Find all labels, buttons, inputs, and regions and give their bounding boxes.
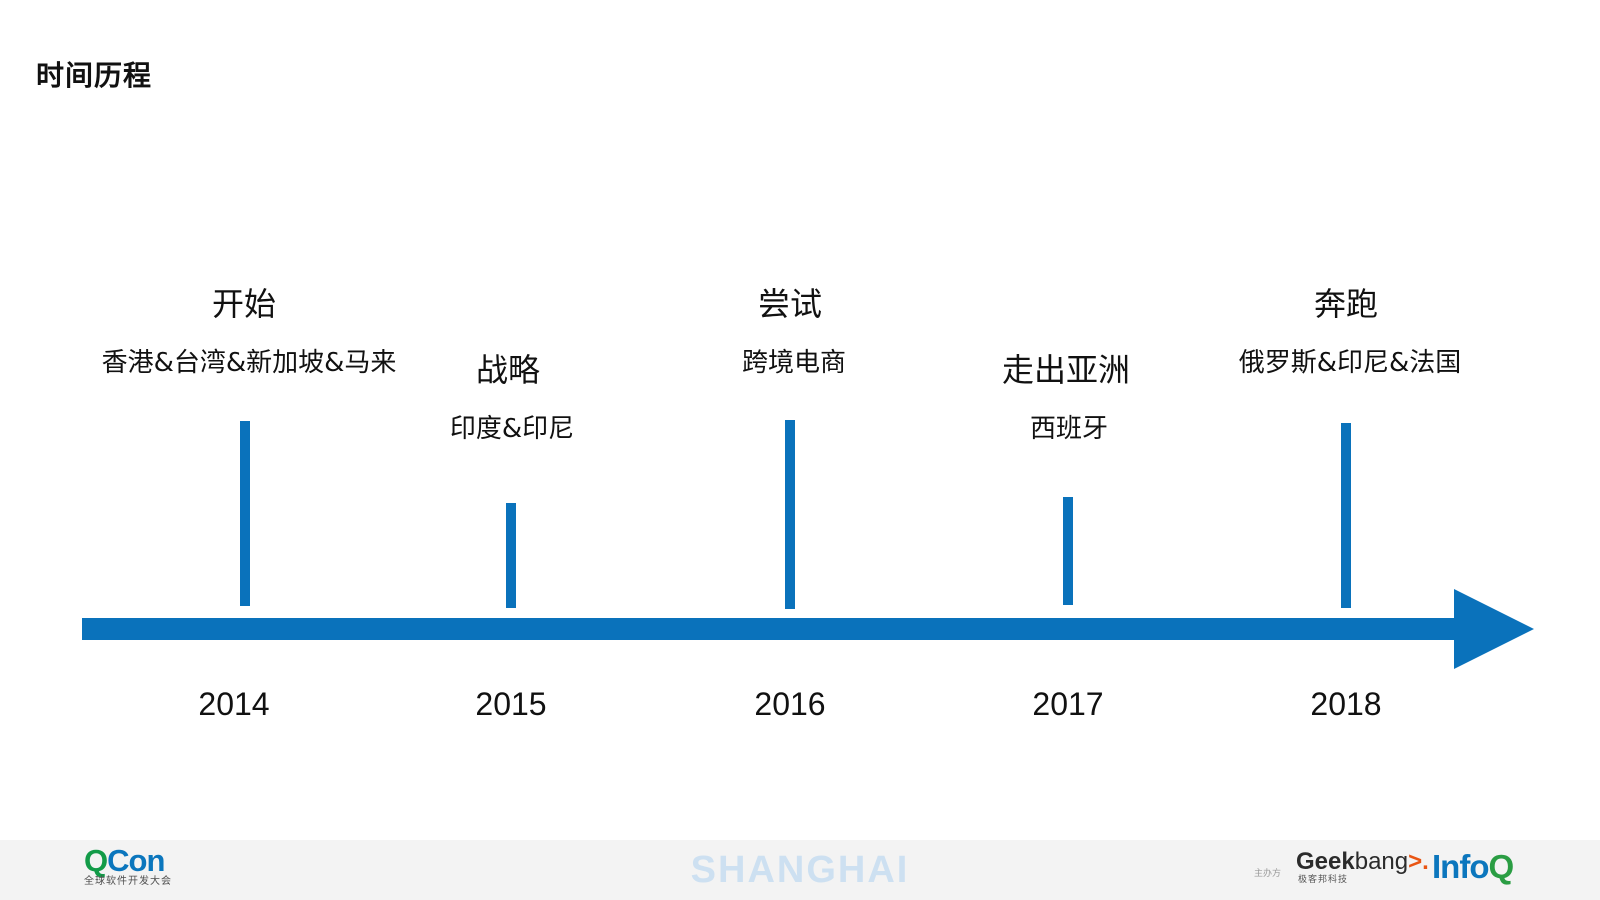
city-watermark: SHANGHAI [690,849,910,891]
milestone-2014-subtitle: 香港&台湾&新加坡&马来 [101,348,397,378]
milestone-2018-title: 奔跑 [1313,285,1379,323]
footer-bar: QCon 全球软件开发大会 SHANGHAI 主办方 Geekbang>. 极客… [0,840,1600,900]
qcon-wordmark: QCon [84,844,172,878]
geekbang-wordmark: Geekbang>. [1296,849,1429,875]
qcon-logo: QCon 全球软件开发大会 [84,844,172,888]
milestone-2015-title: 战略 [475,351,541,389]
geekbang-logo: Geekbang>. 极客邦科技 [1296,849,1429,886]
milestone-2016-subtitle: 跨境电商 [741,348,847,378]
milestone-2016-title: 尝试 [757,285,823,323]
milestone-2016-year: 2016 [754,686,826,722]
milestone-2015-subtitle: 印度&印尼 [449,414,575,444]
milestone-2015-tick [506,503,516,608]
milestone-2018-tick [1341,423,1351,608]
qcon-wordmark-q: Q [84,843,108,878]
milestone-2014-year: 2014 [198,686,270,722]
geekbang-mark-icon: >. [1408,848,1429,875]
timeline-shaft [82,618,1460,640]
milestone-2017-tick [1063,497,1073,605]
milestone-2015-year: 2015 [475,686,547,722]
milestone-2014-title: 开始 [211,285,277,323]
timeline-arrowhead [1454,589,1534,669]
geekbang-subtitle: 极客邦科技 [1298,875,1349,885]
qcon-wordmark-con: Con [107,843,165,878]
milestone-2018-year: 2018 [1310,686,1382,722]
milestone-2017-subtitle: 西班牙 [1029,414,1109,444]
milestone-2017-year: 2017 [1032,686,1104,722]
infoq-wordmark-info: Info [1432,848,1489,885]
milestone-2014-tick [240,421,250,606]
geekbang-wordmark-bang: bang [1354,848,1409,875]
qcon-subtitle: 全球软件开发大会 [84,876,172,887]
milestone-2018-subtitle: 俄罗斯&印尼&法国 [1238,348,1462,378]
page-title: 时间历程 [36,59,153,92]
geekbang-wordmark-geek: Geek [1296,848,1355,875]
organizer-label: 主办方 [1254,869,1282,879]
infoq-logo: InfoQ [1432,848,1514,886]
milestone-2016-tick [785,420,795,609]
milestone-2017-title: 走出亚洲 [1001,351,1131,389]
infoq-wordmark-q: Q [1488,848,1514,885]
